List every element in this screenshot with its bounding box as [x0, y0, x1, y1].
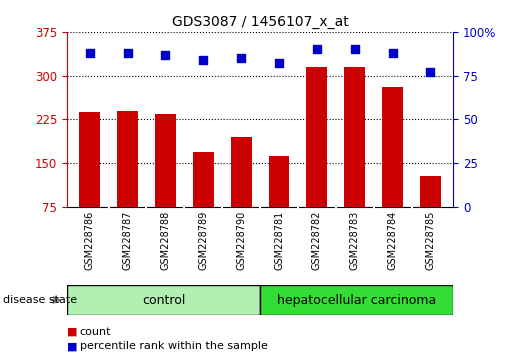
Point: [351, 47, 359, 52]
Text: ■: ■: [67, 341, 77, 351]
Point: [313, 47, 321, 52]
Bar: [420, 176, 441, 251]
Text: GSM228787: GSM228787: [123, 211, 132, 270]
Text: disease state: disease state: [3, 295, 77, 305]
Point: [426, 69, 435, 75]
Bar: [382, 87, 403, 251]
Bar: [193, 152, 214, 251]
Text: percentile rank within the sample: percentile rank within the sample: [80, 341, 268, 351]
Text: GSM228790: GSM228790: [236, 211, 246, 270]
Bar: [155, 114, 176, 251]
Text: count: count: [80, 327, 111, 337]
Text: GSM228781: GSM228781: [274, 211, 284, 270]
Point: [237, 55, 245, 61]
Point: [161, 52, 169, 57]
Bar: [269, 156, 289, 251]
Text: GSM228782: GSM228782: [312, 211, 322, 270]
Text: GSM228785: GSM228785: [425, 211, 436, 270]
Point: [124, 50, 132, 56]
Text: GSM228784: GSM228784: [388, 211, 398, 270]
Text: GSM228786: GSM228786: [84, 211, 95, 270]
Point: [275, 61, 283, 66]
Point: [388, 50, 397, 56]
Bar: [79, 112, 100, 251]
Text: GSM228788: GSM228788: [160, 211, 170, 270]
Text: GSM228789: GSM228789: [198, 211, 208, 270]
Text: hepatocellular carcinoma: hepatocellular carcinoma: [277, 293, 436, 307]
Bar: [345, 67, 365, 251]
Text: control: control: [142, 293, 185, 307]
Bar: [231, 137, 251, 251]
Point: [199, 57, 208, 63]
Text: ■: ■: [67, 327, 77, 337]
Bar: [306, 67, 328, 251]
Bar: [67, 285, 260, 315]
Text: GSM228783: GSM228783: [350, 211, 360, 270]
Bar: [117, 111, 138, 251]
Point: [85, 50, 94, 56]
Bar: [260, 285, 453, 315]
Title: GDS3087 / 1456107_x_at: GDS3087 / 1456107_x_at: [171, 16, 349, 29]
